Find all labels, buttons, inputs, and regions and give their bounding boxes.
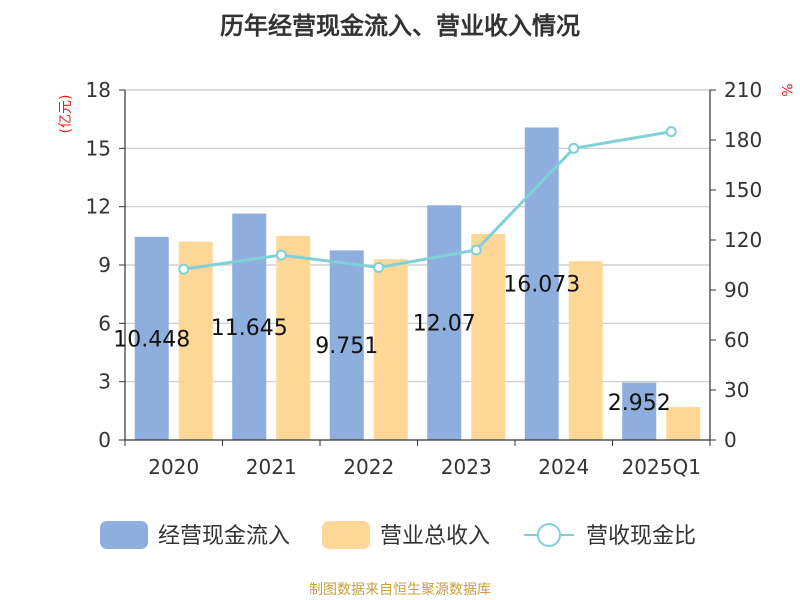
x-tick-label: 2021: [246, 455, 297, 479]
cash-inflow-data-label: 12.07: [413, 312, 476, 337]
y-left-tick-label: 0: [98, 428, 111, 452]
cash-inflow-bar: [427, 205, 462, 440]
data-labels: 10.448 11.645 9.751 12.07 16.073 2.952: [113, 273, 670, 416]
cash-inflow-bar: [232, 213, 267, 440]
legend-revenue-label: 营业总收入: [380, 524, 490, 549]
bars: [134, 127, 701, 440]
y-left-unit: (亿元): [58, 95, 74, 134]
ratio-line-path: [183, 130, 672, 271]
legend-cash-inflow-swatch: [100, 521, 148, 549]
y-right-tick-label: 180: [724, 128, 762, 152]
ratio-line: [178, 126, 677, 275]
y-left-tick-label: 6: [98, 311, 111, 335]
legend-ratio-label: 营收现金比: [586, 524, 696, 549]
ratio-point: [178, 263, 190, 275]
y-left-tick-label: 15: [86, 136, 111, 160]
revenue-bar: [568, 261, 603, 440]
ratio-point: [275, 249, 287, 261]
y-right-tick-label: 90: [724, 278, 749, 302]
chart-title: 历年经营现金流入、营业收入情况: [220, 12, 580, 40]
y-right-tick-label: 30: [724, 378, 749, 402]
x-tick-label: 2024: [538, 455, 589, 479]
y-left-tick-label: 12: [86, 195, 111, 219]
cash-inflow-bar: [329, 250, 364, 440]
cash-inflow-bar: [134, 236, 169, 440]
ratio-point: [373, 262, 385, 273]
y-right-tick-label: 210: [724, 78, 762, 102]
x-tick-label: 2022: [343, 455, 394, 479]
source-note: 制图数据来自恒生聚源数据库: [309, 582, 491, 598]
cash-inflow-data-label: 16.073: [503, 273, 580, 298]
ratio-point: [568, 142, 580, 154]
cash-inflow-data-label: 10.448: [113, 327, 190, 352]
legend-ratio-swatch-marker: [537, 523, 561, 547]
cash-inflow-data-label: 9.751: [315, 334, 378, 359]
x-tick-label: 2023: [441, 455, 492, 479]
cash-inflow-data-label: 11.645: [211, 316, 288, 341]
y-right-tick-label: 120: [724, 228, 762, 252]
y-left-tick-label: 18: [86, 78, 111, 102]
revenue-bar: [276, 235, 311, 440]
revenue-bar: [471, 233, 506, 440]
y-right-unit: %: [778, 83, 794, 96]
y-left-tick-label: 9: [98, 253, 111, 277]
cash-inflow-bar: [622, 382, 657, 440]
x-tick-label: 2025Q1: [622, 455, 701, 479]
legend: 经营现金流入 营业总收入 营收现金比: [100, 521, 696, 549]
y-left-tick-label: 3: [98, 370, 111, 394]
x-tick-label: 2020: [148, 455, 199, 479]
ratio-point: [470, 244, 482, 256]
legend-revenue-swatch: [322, 521, 370, 549]
revenue-bar: [178, 241, 213, 440]
legend-cash-inflow-label: 经营现金流入: [158, 524, 290, 549]
y-right-tick-label: 0: [724, 428, 737, 452]
revenue-bar: [666, 406, 701, 440]
y-right-tick-label: 60: [724, 328, 749, 352]
y-right-tick-label: 150: [724, 178, 762, 202]
revenue-bar: [373, 259, 408, 440]
ratio-point: [665, 126, 677, 138]
cash-inflow-data-label: 2.952: [608, 391, 671, 416]
